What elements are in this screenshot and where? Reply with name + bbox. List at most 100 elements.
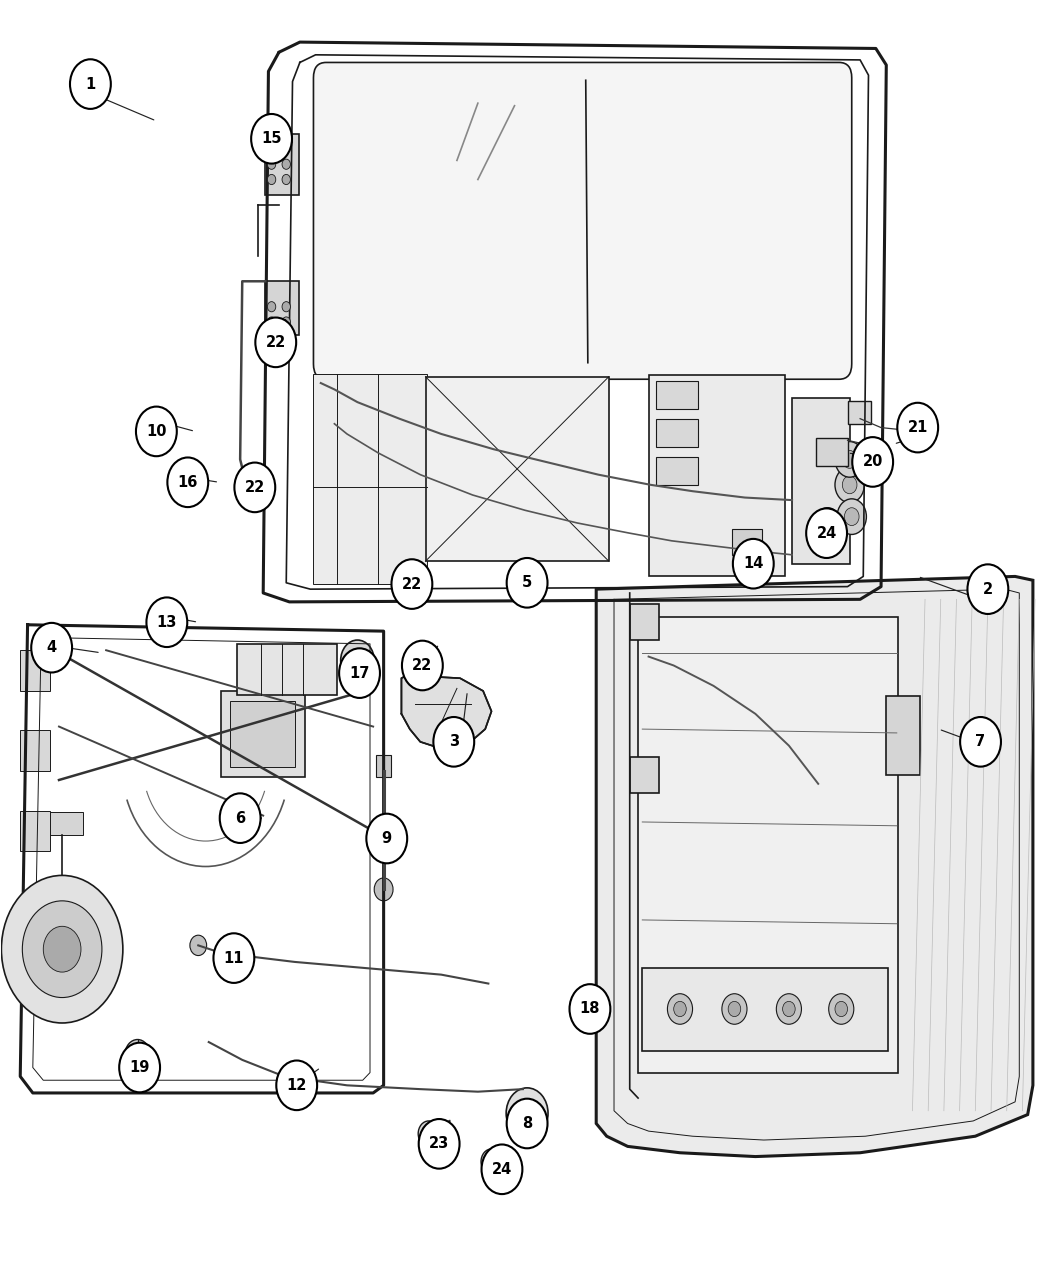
Circle shape	[366, 813, 407, 863]
Circle shape	[806, 509, 847, 558]
Circle shape	[481, 1149, 502, 1174]
Circle shape	[837, 499, 866, 534]
Circle shape	[402, 640, 443, 690]
Circle shape	[392, 560, 433, 609]
Bar	[732, 529, 761, 555]
Text: 22: 22	[245, 479, 265, 495]
Circle shape	[506, 1088, 548, 1139]
Bar	[630, 757, 659, 793]
Circle shape	[776, 993, 801, 1024]
Circle shape	[268, 175, 276, 185]
Bar	[314, 374, 426, 584]
Circle shape	[167, 458, 208, 507]
Circle shape	[844, 507, 859, 525]
Circle shape	[120, 1043, 160, 1093]
Circle shape	[268, 302, 276, 312]
Circle shape	[728, 1001, 740, 1016]
Circle shape	[340, 640, 374, 681]
Text: 10: 10	[146, 423, 167, 439]
Circle shape	[255, 317, 296, 367]
Bar	[41, 812, 83, 835]
Circle shape	[125, 1039, 150, 1070]
Bar	[656, 380, 698, 408]
Circle shape	[282, 159, 291, 170]
Bar	[20, 811, 49, 852]
Circle shape	[268, 317, 276, 328]
Bar	[20, 650, 49, 691]
Circle shape	[835, 1001, 847, 1016]
Text: 24: 24	[491, 1162, 512, 1177]
Circle shape	[967, 565, 1008, 615]
Bar	[847, 400, 870, 423]
Text: 11: 11	[224, 951, 244, 965]
Circle shape	[349, 650, 365, 671]
Text: 8: 8	[522, 1116, 532, 1131]
Circle shape	[828, 993, 854, 1024]
Text: 9: 9	[382, 831, 392, 847]
Bar	[230, 701, 295, 768]
Polygon shape	[596, 576, 1033, 1156]
Circle shape	[282, 317, 291, 328]
Text: 1: 1	[85, 76, 96, 92]
Circle shape	[842, 450, 857, 468]
Circle shape	[374, 878, 393, 901]
Circle shape	[22, 901, 102, 997]
Bar	[656, 456, 698, 484]
Text: 7: 7	[975, 734, 986, 750]
Circle shape	[276, 1061, 317, 1111]
Circle shape	[815, 507, 840, 538]
Circle shape	[213, 933, 254, 983]
Circle shape	[782, 1001, 795, 1016]
Circle shape	[419, 1119, 460, 1169]
Bar	[20, 731, 49, 771]
Text: 17: 17	[350, 666, 370, 681]
Text: 14: 14	[743, 556, 763, 571]
Circle shape	[234, 463, 275, 513]
Text: 6: 6	[235, 811, 246, 826]
Text: 18: 18	[580, 1001, 601, 1016]
Bar	[886, 696, 920, 775]
Circle shape	[507, 558, 547, 608]
Text: 22: 22	[402, 576, 422, 592]
Circle shape	[507, 1099, 547, 1149]
Circle shape	[190, 935, 207, 955]
Circle shape	[418, 1121, 439, 1146]
Circle shape	[733, 539, 774, 589]
Bar	[643, 968, 888, 1051]
Circle shape	[1, 876, 123, 1023]
Text: 16: 16	[177, 474, 198, 490]
Circle shape	[517, 1100, 538, 1126]
Circle shape	[268, 159, 276, 170]
Bar	[266, 282, 299, 335]
Bar	[816, 437, 847, 465]
Circle shape	[898, 403, 938, 453]
Text: 13: 13	[156, 615, 177, 630]
Text: 4: 4	[46, 640, 57, 655]
Text: 15: 15	[261, 131, 281, 147]
Circle shape	[32, 623, 72, 672]
Bar	[792, 398, 849, 564]
Bar	[656, 418, 698, 446]
Text: 21: 21	[907, 419, 928, 435]
Text: 22: 22	[413, 658, 433, 673]
Bar	[638, 617, 898, 1072]
Text: 23: 23	[429, 1136, 449, 1151]
Circle shape	[569, 984, 610, 1034]
Circle shape	[434, 717, 475, 766]
Bar	[649, 375, 784, 576]
Circle shape	[135, 407, 176, 456]
Circle shape	[722, 993, 747, 1024]
Text: 24: 24	[817, 525, 837, 541]
Circle shape	[282, 175, 291, 185]
Text: 2: 2	[983, 581, 993, 597]
Circle shape	[70, 59, 111, 108]
Text: 19: 19	[129, 1060, 150, 1075]
Bar	[425, 376, 609, 561]
Text: 3: 3	[448, 734, 459, 750]
Circle shape	[853, 437, 894, 487]
Circle shape	[668, 993, 693, 1024]
Circle shape	[960, 717, 1001, 766]
Circle shape	[517, 561, 542, 592]
Bar	[222, 691, 306, 778]
Bar	[266, 134, 299, 195]
